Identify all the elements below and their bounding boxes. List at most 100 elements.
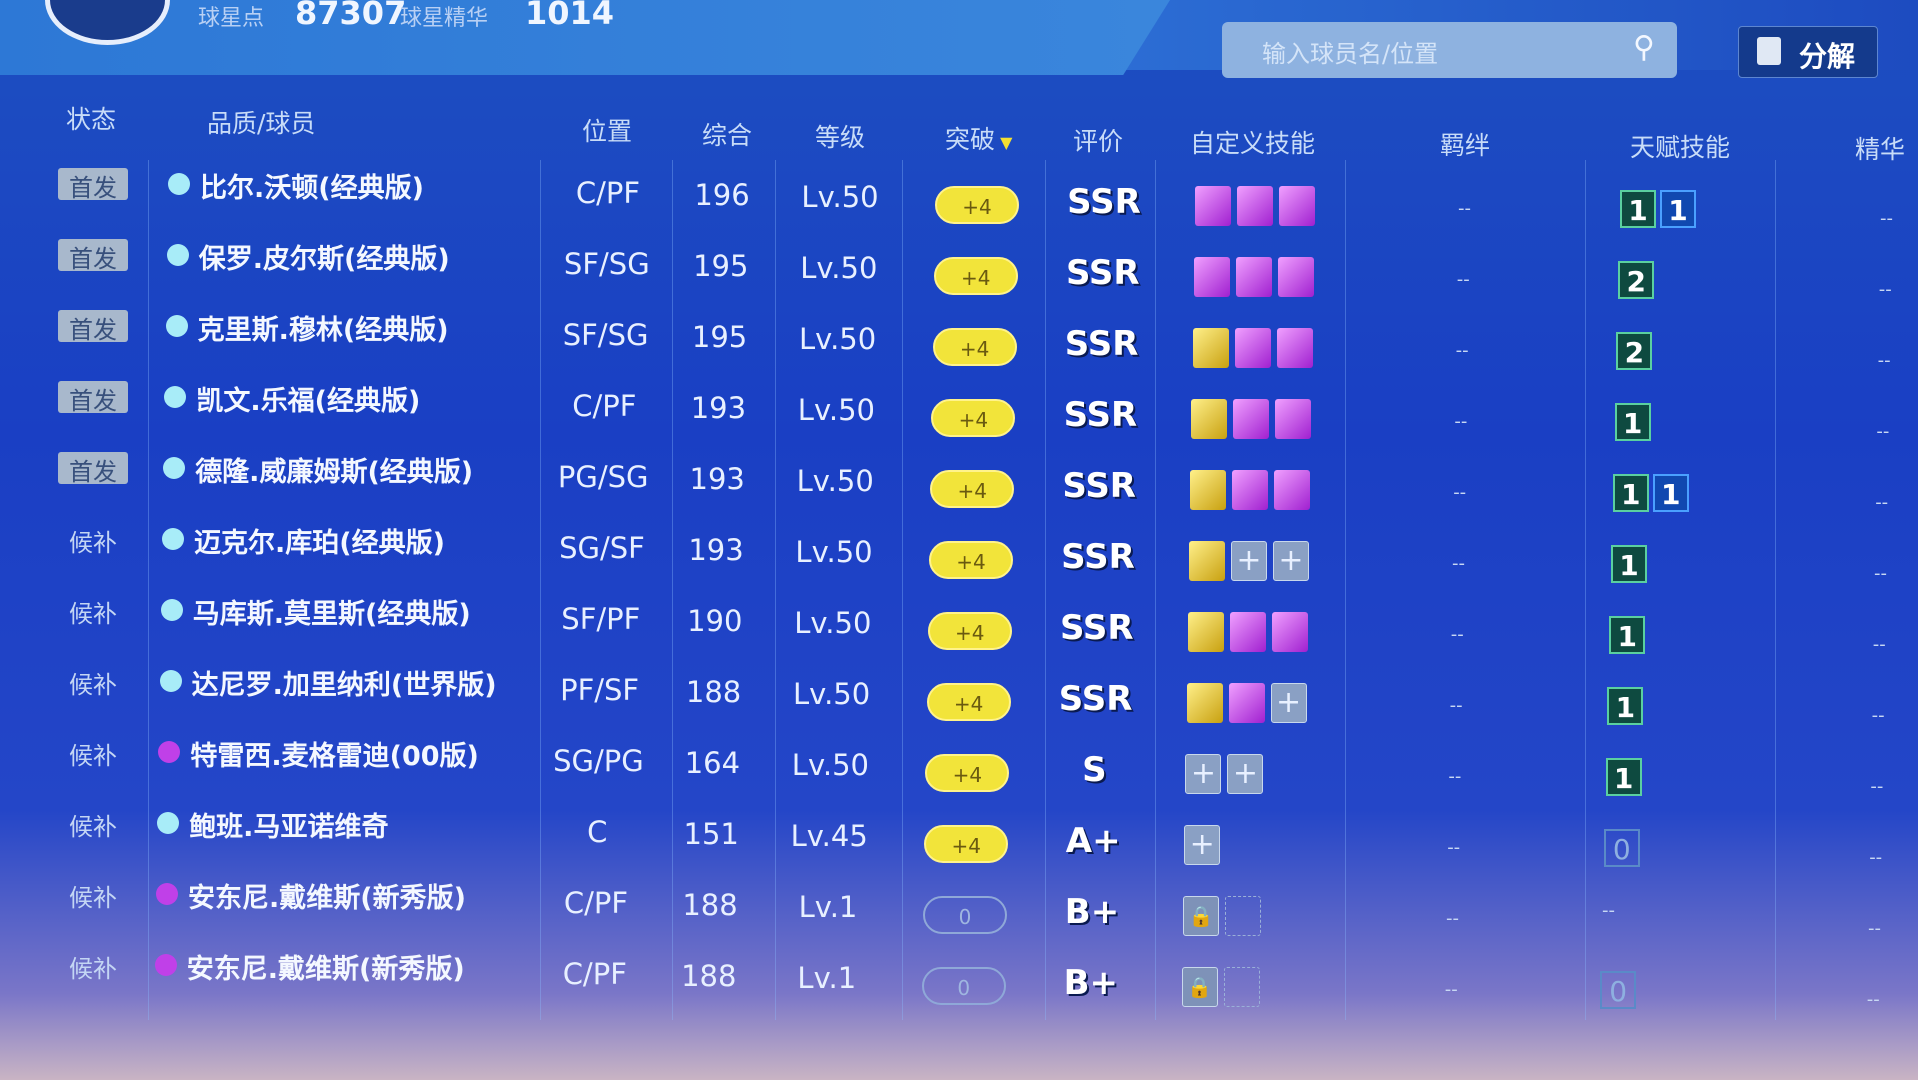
- essence-value: --: [1866, 989, 1880, 1010]
- add-skill-slot[interactable]: +: [1227, 754, 1264, 794]
- header-player[interactable]: 品质/球员: [207, 109, 316, 138]
- position: C/PF: [572, 389, 637, 423]
- rating: SSR: [1065, 253, 1140, 293]
- player-name[interactable]: 安东尼.戴维斯(新秀版): [154, 947, 465, 986]
- empty-slot: [1223, 967, 1260, 1007]
- player-name[interactable]: 特雷西.麦格雷迪(00版): [158, 734, 479, 773]
- decompose-button[interactable]: 分解: [1738, 26, 1878, 78]
- player-name[interactable]: 马库斯.莫里斯(经典版): [160, 592, 471, 631]
- lock-icon[interactable]: 🔒: [1181, 967, 1218, 1007]
- header-level[interactable]: 等级: [815, 123, 866, 152]
- header-position[interactable]: 位置: [582, 117, 633, 146]
- player-name[interactable]: 迈克尔.库珀(经典版): [162, 521, 445, 560]
- level: Lv.50: [799, 322, 877, 356]
- bond-value: --: [1450, 624, 1464, 645]
- talent-badge[interactable]: 2: [1616, 332, 1653, 370]
- sort-down-icon: ▼: [995, 133, 1013, 152]
- overall: 195: [693, 249, 749, 283]
- search-input[interactable]: 输入球员名/位置 ⚲: [1222, 22, 1677, 78]
- status-badge: 首发: [58, 381, 128, 415]
- talent-badge[interactable]: 2: [1618, 261, 1655, 299]
- player-row[interactable]: 首发 德隆.威廉姆斯(经典版) PG/SG 193 Lv.50 +4 SSR -…: [0, 452, 1918, 524]
- skill-icon: [1195, 186, 1231, 226]
- add-skill-slot[interactable]: +: [1184, 825, 1221, 865]
- player-name[interactable]: 德隆.威廉姆斯(经典版): [163, 450, 473, 489]
- player-name[interactable]: 达尼罗.加里纳利(世界版): [159, 663, 497, 702]
- talent-badge[interactable]: 1: [1607, 687, 1644, 725]
- overall: 193: [689, 462, 745, 496]
- level: Lv.1: [797, 961, 857, 995]
- custom-skills: [1191, 399, 1312, 439]
- header-talent: 天赋技能: [1630, 133, 1731, 162]
- player-name[interactable]: 安东尼.戴维斯(新秀版): [156, 876, 466, 915]
- player-name[interactable]: 保罗.皮尔斯(经典版): [166, 237, 450, 276]
- talent-badge[interactable]: 0: [1603, 829, 1640, 867]
- add-skill-slot[interactable]: +: [1273, 541, 1309, 581]
- rating: SSR: [1061, 537, 1135, 577]
- bond-value: --: [1455, 340, 1469, 361]
- header-breakthrough[interactable]: 突破 ▼: [945, 120, 1012, 156]
- player-row[interactable]: 候补 马库斯.莫里斯(经典版) SF/PF 190 Lv.50 +4 SSR -…: [0, 594, 1918, 666]
- talent-badge[interactable]: 1: [1611, 545, 1647, 583]
- skill-icon: [1234, 328, 1271, 368]
- position: C/PF: [575, 176, 641, 210]
- lock-icon[interactable]: 🔒: [1183, 896, 1219, 936]
- decompose-icon: [1757, 37, 1781, 65]
- divider: [672, 160, 673, 1020]
- empty-slot: [1225, 896, 1261, 936]
- player-name[interactable]: 克里斯.穆林(经典版): [165, 308, 449, 347]
- player-row[interactable]: 候补 特雷西.麦格雷迪(00版) SG/PG 164 Lv.50 +4 S + +…: [0, 736, 1918, 808]
- player-row[interactable]: 候补 迈克尔.库珀(经典版) SG/SF 193 Lv.50 +4 SSR + +…: [0, 523, 1918, 595]
- essence-value: --: [1869, 847, 1883, 868]
- player-row[interactable]: 候补 达尼罗.加里纳利(世界版) PF/SF 188 Lv.50 +4 SSR …: [0, 665, 1918, 737]
- player-name-text: 安东尼.戴维斯(新秀版): [188, 883, 466, 914]
- talent-badge[interactable]: 0: [1600, 971, 1637, 1009]
- player-name[interactable]: 比尔.沃顿(经典版): [168, 166, 424, 205]
- add-skill-slot[interactable]: +: [1185, 754, 1222, 794]
- player-row[interactable]: 首发 凯文.乐福(经典版) C/PF 193 Lv.50 +4 SSR -- 1…: [0, 381, 1918, 453]
- header-rating[interactable]: 评价: [1073, 127, 1124, 156]
- player-name[interactable]: 鲍班.马亚诺维奇: [157, 805, 388, 844]
- status-badge: 候补: [69, 955, 117, 983]
- header-overall[interactable]: 综合: [702, 121, 753, 150]
- talent-badge[interactable]: 1: [1614, 403, 1651, 441]
- talent-badge[interactable]: 1: [1652, 474, 1689, 512]
- add-skill-slot[interactable]: +: [1231, 541, 1267, 581]
- talent-badge[interactable]: 1: [1660, 190, 1696, 228]
- player-row[interactable]: 首发 克里斯.穆林(经典版) SF/SG 195 Lv.50 +4 SSR --…: [0, 310, 1918, 382]
- skill-icon: [1279, 186, 1315, 226]
- bond-value: --: [1452, 553, 1465, 574]
- status-badge: 首发: [58, 239, 128, 273]
- player-name-text: 达尼罗.加里纳利(世界版): [191, 670, 497, 701]
- player-row[interactable]: 候补 安东尼.戴维斯(新秀版) C/PF 188 Lv.1 0 B+ 🔒 -- -…: [0, 878, 1918, 950]
- header-breakthrough-label: 突破: [945, 125, 996, 154]
- talent-badge[interactable]: 1: [1612, 474, 1649, 512]
- player-name[interactable]: 凯文.乐福(经典版): [164, 379, 420, 418]
- quality-dot: [165, 315, 188, 337]
- player-row[interactable]: 首发 保罗.皮尔斯(经典版) SF/SG 195 Lv.50 +4 SSR --…: [0, 239, 1918, 311]
- level: Lv.50: [791, 748, 869, 782]
- quality-dot: [166, 244, 189, 266]
- overall: 188: [682, 888, 738, 922]
- decompose-label: 分解: [1799, 40, 1856, 73]
- quality-dot: [160, 599, 183, 621]
- level: Lv.50: [797, 393, 875, 427]
- talent-badge[interactable]: 1: [1605, 758, 1642, 796]
- bond-value: --: [1453, 482, 1467, 503]
- quality-dot: [168, 173, 190, 195]
- quality-dot: [154, 954, 177, 976]
- bond-value: --: [1444, 979, 1458, 1000]
- player-row[interactable]: 候补 鲍班.马亚诺维奇 C 151 Lv.45 +4 A+ + -- 0 --: [0, 807, 1918, 879]
- add-skill-slot[interactable]: +: [1270, 683, 1307, 723]
- talent-badge[interactable]: 1: [1620, 190, 1656, 228]
- bond-value: --: [1448, 766, 1462, 787]
- status-badge: 候补: [69, 600, 117, 628]
- talent-badge[interactable]: 1: [1609, 616, 1646, 654]
- bond-value: --: [1447, 837, 1461, 858]
- header-essence: 精华: [1855, 135, 1906, 164]
- search-icon[interactable]: ⚲: [1633, 30, 1655, 65]
- custom-skills: 🔒: [1183, 896, 1261, 936]
- header-status: 状态: [66, 105, 117, 134]
- player-row[interactable]: 首发 比尔.沃顿(经典版) C/PF 196 Lv.50 +4 SSR -- 1…: [0, 168, 1918, 240]
- player-row[interactable]: 候补 安东尼.戴维斯(新秀版) C/PF 188 Lv.1 0 B+ 🔒 -- 0…: [0, 949, 1918, 1021]
